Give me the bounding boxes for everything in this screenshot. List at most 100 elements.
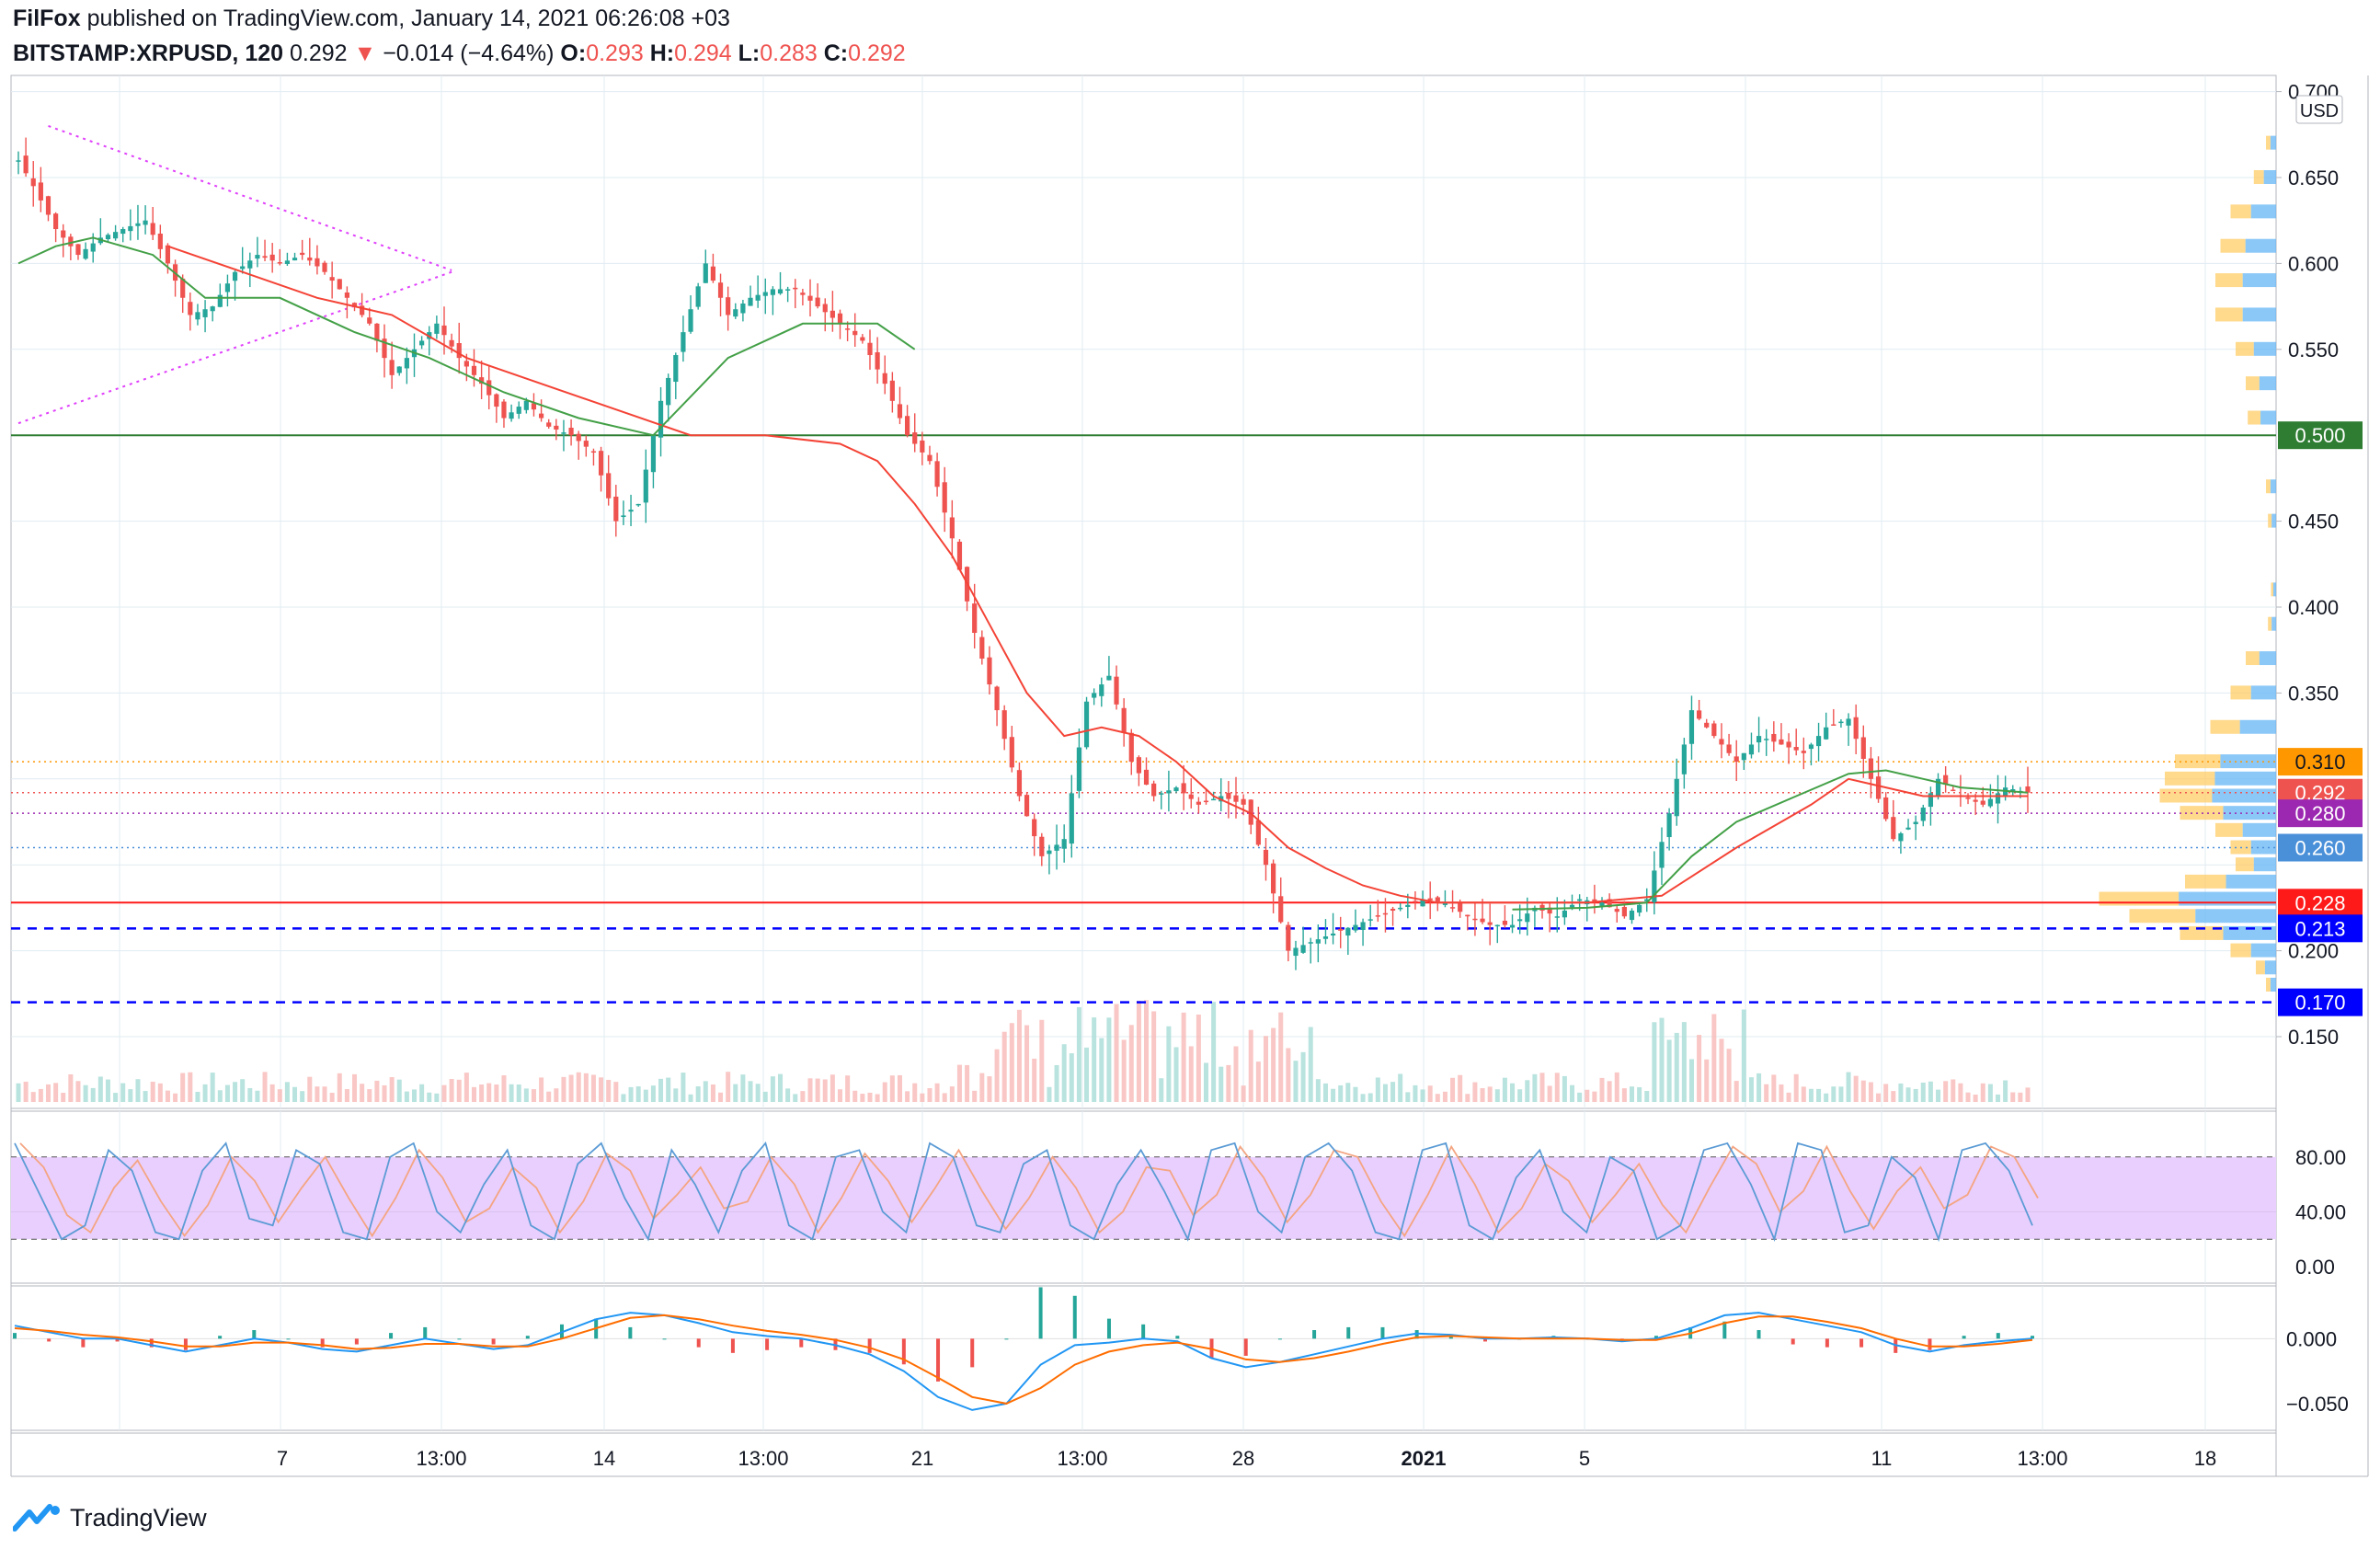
volume-profile-bar (2250, 943, 2276, 958)
price-tick-label: 0.400 (2288, 596, 2339, 619)
price-label-box[interactable] (2278, 914, 2363, 943)
volume-bar (1539, 1073, 1545, 1102)
volume-bar (531, 1089, 536, 1102)
volume-profile-bar (2185, 874, 2226, 889)
volume-bar (837, 1089, 842, 1102)
candle-body (1793, 747, 1799, 751)
price-label-0-260[interactable]: 0.260 (2278, 833, 2363, 862)
candle-body (105, 235, 111, 240)
volume-bar (1121, 1039, 1127, 1102)
macd-histogram-bar (1722, 1321, 1727, 1339)
candle-body (1315, 939, 1321, 944)
volume-bar (233, 1082, 238, 1102)
candle-body (1181, 783, 1186, 794)
volume-bar (1241, 1085, 1246, 1102)
candle-body (83, 248, 88, 259)
candle-body (16, 160, 21, 162)
candle-body (897, 404, 903, 419)
candle-body (561, 432, 566, 434)
volume-bar (1405, 1092, 1411, 1102)
candle-body (875, 351, 880, 370)
candle-body (1233, 795, 1239, 802)
candle-body (949, 517, 955, 539)
price-label-box[interactable] (2278, 748, 2363, 776)
volume-profile-bar (2230, 204, 2251, 219)
candle-body (501, 401, 507, 419)
volume-bar (748, 1081, 753, 1102)
candle-body (75, 244, 81, 256)
volume-bar (300, 1091, 305, 1102)
macd-histogram-bar (936, 1338, 941, 1382)
candle-body (157, 233, 163, 249)
tradingview-logo-icon[interactable] (13, 1503, 63, 1532)
author-name[interactable]: FilFox (13, 6, 81, 31)
macd-histogram-bar (696, 1338, 701, 1348)
candle-body (1151, 783, 1157, 797)
volume-bar (1128, 1025, 1134, 1102)
price-label-box[interactable] (2278, 799, 2363, 828)
candle-body (516, 407, 521, 414)
candle-body (1853, 717, 1859, 740)
volume-bar (1996, 1094, 2001, 1102)
candle-body (1674, 778, 1679, 817)
volume-bar (1891, 1091, 1896, 1102)
volume-bar (337, 1073, 342, 1102)
volume-profile-bar (2226, 874, 2276, 889)
candle-body (434, 323, 440, 334)
volume-bar (1734, 1081, 1739, 1102)
volume-bar (30, 1092, 36, 1102)
price-label-0-310[interactable]: 0.310 (2278, 748, 2363, 776)
candle-body (1554, 916, 1560, 918)
candle-body (1367, 919, 1373, 921)
symbol-name[interactable]: BITSTAMP:XRPUSD, 120 (13, 40, 284, 66)
price-label-0-170[interactable]: 0.170 (2278, 988, 2363, 1016)
price-label-0-500[interactable]: 0.500 (2278, 421, 2363, 450)
macd-tick-label: 0.000 (2286, 1327, 2337, 1350)
candle-body (90, 243, 96, 252)
x-tick-label: 13:00 (416, 1447, 466, 1470)
volume-bar (1704, 1059, 1710, 1102)
volume-bar (1367, 1093, 1373, 1102)
macd-histogram-bar (1483, 1338, 1488, 1342)
price-label-0-280[interactable]: 0.280 (2278, 799, 2363, 828)
price-label-box[interactable] (2278, 889, 2363, 917)
volume-bar (367, 1089, 372, 1102)
candle-body (1831, 724, 1836, 726)
candle-body (538, 413, 544, 419)
candle-body (1069, 793, 1074, 844)
volume-bar (1144, 1000, 1150, 1102)
volume-bar (621, 1094, 626, 1102)
price-label-0-213[interactable]: 0.213 (2278, 914, 2363, 943)
candle-body (1883, 797, 1889, 820)
volume-bar (1315, 1079, 1321, 1102)
volume-bar (740, 1074, 746, 1102)
volume-profile-bar (2215, 273, 2243, 288)
candle-body (1442, 902, 1448, 905)
price-label-box[interactable] (2278, 988, 2363, 1016)
volume-profile-bar (2230, 943, 2251, 958)
candle-body (1614, 909, 1619, 912)
volume-bar (1652, 1022, 1657, 1102)
macd-histogram-bar (13, 1333, 17, 1339)
volume-bar (956, 1064, 962, 1102)
volume-bar (61, 1093, 66, 1102)
volume-profile-bar (2246, 651, 2260, 666)
currency-selector[interactable]: USD (2295, 95, 2343, 124)
candle-body (1016, 770, 1023, 797)
volume-bar (165, 1090, 170, 1102)
triangle-upper-trendline[interactable] (48, 125, 452, 271)
price-label-box[interactable] (2278, 421, 2363, 450)
tradingview-brand[interactable]: TradingView (70, 1503, 207, 1532)
candle-body (307, 257, 313, 261)
volume-bar (1711, 1014, 1717, 1102)
volume-bar (1674, 1032, 1679, 1102)
candle-body (613, 496, 619, 522)
candle-body (1248, 799, 1253, 825)
candle-body (1688, 710, 1695, 744)
price-label-box[interactable] (2278, 833, 2363, 862)
candle-body (1293, 947, 1299, 957)
currency-box[interactable] (2295, 95, 2343, 124)
price-label-0-228[interactable]: 0.228 (2278, 889, 2363, 917)
triangle-lower-trendline[interactable] (17, 270, 452, 425)
